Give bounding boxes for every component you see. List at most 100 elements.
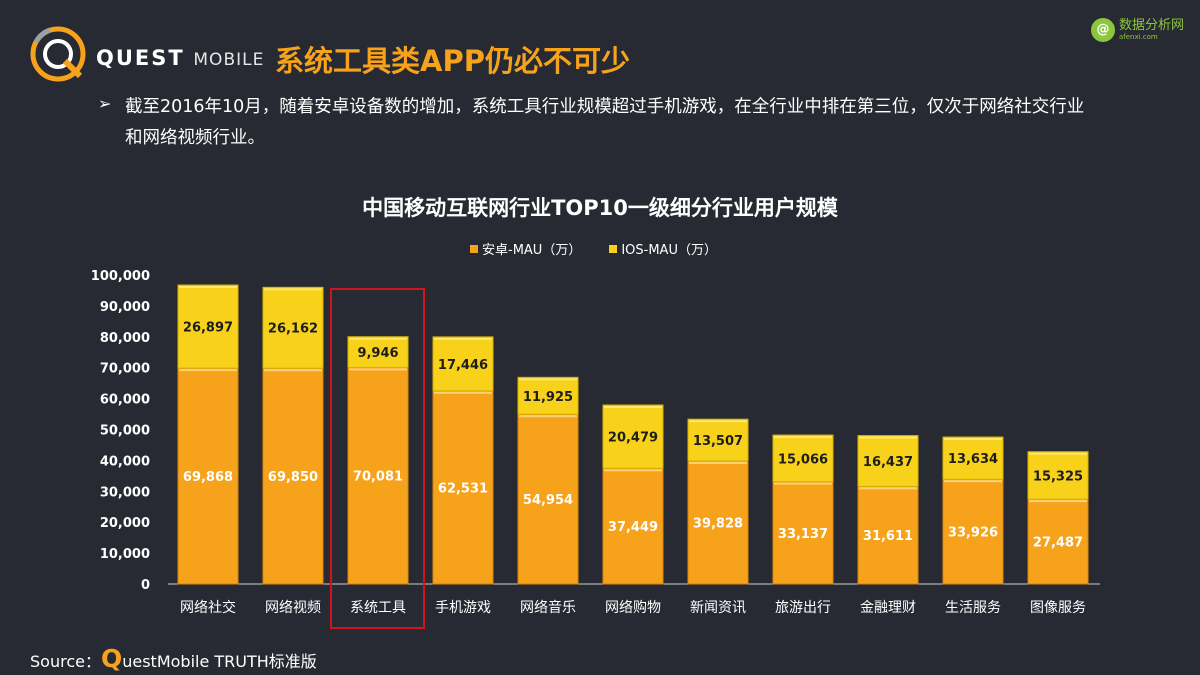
bar-highlight-strip bbox=[1029, 500, 1087, 503]
data-label-ios: 20,479 bbox=[608, 431, 658, 446]
data-label-android: 27,487 bbox=[1033, 536, 1083, 551]
bar-highlight-strip bbox=[179, 285, 237, 288]
afenxi-name: 数据分析网 bbox=[1118, 18, 1184, 33]
data-label-android: 37,449 bbox=[608, 520, 658, 535]
y-tick-label: 30,000 bbox=[100, 485, 150, 500]
data-label-android: 54,954 bbox=[523, 493, 573, 508]
y-tick-label: 0 bbox=[141, 578, 150, 593]
y-tick-label: 100,000 bbox=[91, 269, 150, 284]
y-tick-label: 40,000 bbox=[100, 454, 150, 469]
bar-highlight-strip bbox=[859, 436, 917, 439]
bar-ios bbox=[262, 286, 324, 369]
x-category-label: 网络视频 bbox=[265, 600, 321, 616]
bar-ios bbox=[432, 336, 494, 392]
bar-highlight-strip bbox=[859, 487, 917, 490]
bar-highlight-strip bbox=[264, 288, 322, 291]
bar-android bbox=[432, 390, 494, 585]
bar-android bbox=[1027, 498, 1089, 585]
x-category-label: 图像服务 bbox=[1030, 600, 1086, 616]
bar-highlight-strip bbox=[689, 461, 747, 464]
x-category-label: 新闻资讯 bbox=[690, 600, 746, 616]
legend-label-ios: IOS-MAU（万） bbox=[621, 243, 717, 258]
bar-highlight-strip bbox=[349, 368, 407, 371]
data-label-ios: 17,446 bbox=[438, 358, 488, 373]
y-tick-label: 70,000 bbox=[100, 362, 150, 377]
bar-ios bbox=[517, 376, 579, 415]
data-label-ios: 26,897 bbox=[183, 321, 233, 336]
bar-highlight-strip bbox=[179, 369, 237, 372]
bar-highlight-strip bbox=[944, 438, 1002, 441]
y-tick-label: 50,000 bbox=[100, 424, 150, 439]
slide-title: 系统工具类APP仍必不可少 bbox=[275, 44, 630, 78]
legend-item-ios: IOS-MAU（万） bbox=[609, 239, 717, 258]
x-category-label: 旅游出行 bbox=[775, 600, 831, 616]
chart-title: 中国移动互联网行业TOP10一级细分行业用户规模 bbox=[362, 196, 838, 220]
data-label-ios: 11,925 bbox=[523, 390, 573, 405]
data-label-ios: 13,507 bbox=[693, 434, 743, 449]
afenxi-logo: @ 数据分析网 afenxi.com bbox=[1090, 18, 1184, 42]
brand-sub: MOBILE bbox=[193, 50, 265, 70]
brand-main: QUEST bbox=[96, 46, 185, 70]
bar-android bbox=[347, 366, 409, 585]
source-note: Source： Q uestMobile TRUTH标准版 bbox=[30, 644, 317, 673]
bar-ios bbox=[772, 434, 834, 483]
x-category-label: 系统工具 bbox=[350, 600, 406, 616]
bar-highlight-strip bbox=[434, 337, 492, 340]
data-label-android: 39,828 bbox=[693, 516, 743, 531]
data-label-ios: 9,946 bbox=[357, 346, 398, 361]
y-tick-label: 60,000 bbox=[100, 393, 150, 408]
x-category-label: 金融理财 bbox=[860, 600, 916, 616]
data-label-android: 62,531 bbox=[438, 481, 488, 496]
bar-highlight-strip bbox=[604, 406, 662, 409]
x-category-label: 网络音乐 bbox=[520, 599, 576, 616]
bar-ios bbox=[857, 435, 919, 487]
y-tick-label: 20,000 bbox=[100, 516, 150, 531]
bar-ios bbox=[177, 284, 239, 369]
bar-ios bbox=[1027, 451, 1089, 500]
data-label-ios: 15,066 bbox=[778, 452, 828, 467]
data-label-android: 33,926 bbox=[948, 526, 998, 541]
bar-android bbox=[602, 467, 664, 585]
source-label: Source： bbox=[30, 652, 101, 671]
data-label-android: 70,081 bbox=[353, 470, 403, 485]
bar-highlight-strip bbox=[604, 469, 662, 472]
x-category-label: 网络购物 bbox=[605, 600, 661, 616]
y-tick-label: 10,000 bbox=[100, 547, 150, 562]
bar-highlight-strip bbox=[264, 369, 322, 372]
data-label-android: 31,611 bbox=[863, 529, 913, 544]
data-label-android: 33,137 bbox=[778, 527, 828, 542]
bar-highlight-strip bbox=[689, 420, 747, 423]
x-category-label: 网络社交 bbox=[180, 599, 236, 616]
data-label-android: 69,868 bbox=[183, 470, 233, 485]
data-label-ios: 13,634 bbox=[948, 452, 998, 467]
data-label-ios: 26,162 bbox=[268, 322, 318, 337]
x-category-label: 生活服务 bbox=[945, 600, 1001, 616]
highlight-box-system-tools bbox=[330, 288, 425, 629]
x-category-label: 手机游戏 bbox=[435, 600, 491, 616]
bar-highlight-strip bbox=[774, 482, 832, 485]
bar-ios bbox=[942, 436, 1004, 480]
legend-swatch-ios bbox=[609, 244, 618, 253]
legend-swatch-android bbox=[470, 244, 478, 253]
quest-mobile-logo bbox=[30, 26, 86, 82]
bar-highlight-strip bbox=[434, 391, 492, 394]
data-label-ios: 15,325 bbox=[1033, 469, 1083, 484]
bar-highlight-strip bbox=[519, 378, 577, 381]
source-rest: uestMobile TRUTH标准版 bbox=[122, 652, 317, 671]
bar-android bbox=[772, 481, 834, 585]
data-label-android: 69,850 bbox=[268, 470, 318, 485]
at-icon: @ bbox=[1090, 18, 1115, 42]
legend-item-android: 安卓-MAU（万） bbox=[470, 239, 581, 258]
y-tick-label: 90,000 bbox=[100, 300, 150, 315]
legend-label-android: 安卓-MAU（万） bbox=[482, 243, 582, 258]
afenxi-url: afenxi.com bbox=[1118, 33, 1158, 41]
bar-highlight-strip bbox=[944, 480, 1002, 483]
bar-ios bbox=[687, 418, 749, 462]
bar-android bbox=[517, 413, 579, 585]
source-q-letter: Q bbox=[100, 644, 123, 673]
bullet-text: 截至2016年10月，随着安卓设备数的增加，系统工具行业规模超过手机游戏，在全行… bbox=[125, 97, 1085, 148]
bar-highlight-strip bbox=[519, 415, 577, 418]
y-tick-label: 80,000 bbox=[100, 331, 150, 346]
bar-android bbox=[857, 485, 919, 585]
